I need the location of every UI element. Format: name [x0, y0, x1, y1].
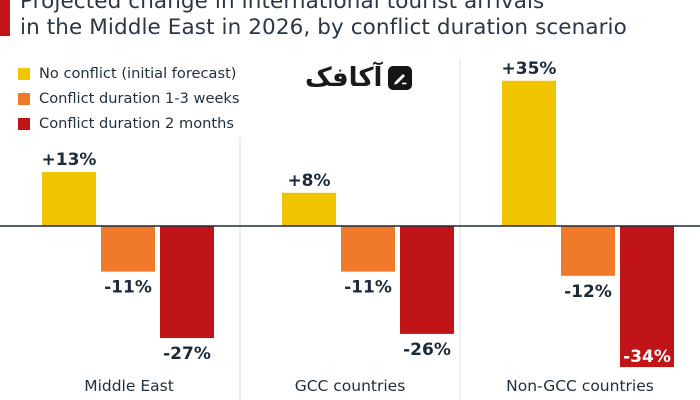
data-label: -26% — [403, 340, 451, 360]
data-label: -11% — [104, 278, 152, 298]
legend-label: Conflict duration 1-3 weeks — [39, 90, 240, 107]
bar — [341, 226, 395, 272]
logo-text: آکافک — [305, 63, 383, 93]
watermark-logo: آکافک — [305, 58, 421, 98]
data-label: -34% — [623, 347, 671, 367]
bar — [400, 226, 454, 334]
legend-swatch — [18, 117, 30, 130]
legend: No conflict (initial forecast) Conflict … — [18, 61, 239, 136]
category-label: GCC countries — [295, 377, 406, 395]
legend-swatch — [18, 92, 30, 105]
bar — [561, 226, 615, 276]
legend-swatch — [18, 67, 30, 80]
data-label: -11% — [344, 278, 392, 298]
data-label: +13% — [42, 150, 97, 170]
data-label: -27% — [163, 344, 211, 364]
bar — [160, 226, 214, 339]
legend-item-conflict-1-3-weeks: Conflict duration 1-3 weeks — [18, 86, 239, 111]
legend-label: Conflict duration 2 months — [39, 115, 234, 132]
chart-title: Projected change in international touris… — [0, 0, 700, 44]
bar — [620, 226, 674, 368]
pen-icon — [388, 66, 413, 90]
category-label: Middle East — [84, 377, 174, 395]
data-label: +35% — [502, 59, 557, 79]
bar — [502, 80, 556, 226]
title-line-1: Projected change in international touris… — [20, 0, 545, 14]
data-label: -12% — [564, 282, 612, 302]
title-line-2: in the Middle East in 2026, by conflict … — [20, 15, 627, 40]
category-label: Non-GCC countries — [506, 377, 654, 395]
bar — [101, 226, 155, 272]
legend-item-no-conflict: No conflict (initial forecast) — [18, 61, 239, 86]
title-accent-bar — [0, 0, 10, 36]
legend-item-conflict-2-months: Conflict duration 2 months — [18, 111, 239, 136]
data-label: +8% — [287, 171, 330, 191]
bar — [42, 172, 96, 226]
legend-label: No conflict (initial forecast) — [39, 65, 237, 82]
bar — [282, 192, 336, 226]
